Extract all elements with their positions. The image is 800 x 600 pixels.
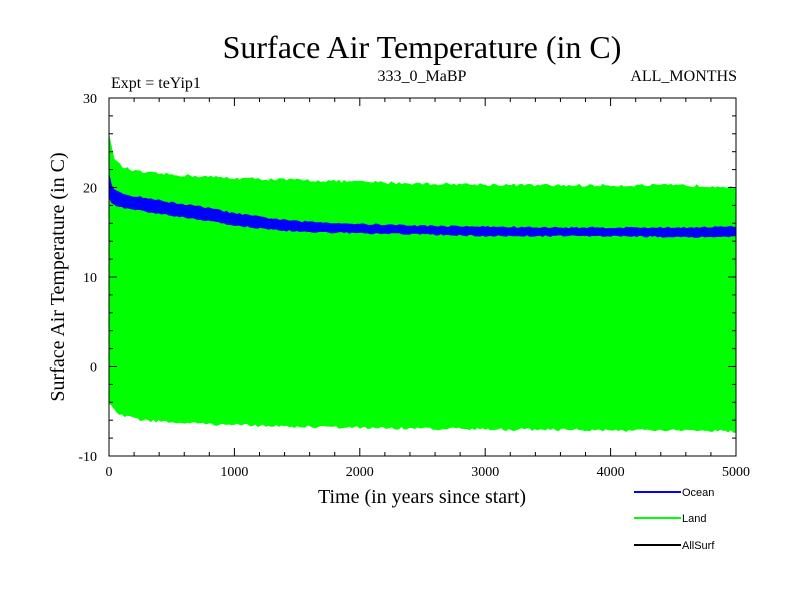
x-tick-label: 3000 — [471, 465, 499, 480]
y-tick-label: 10 — [83, 271, 97, 286]
y-tick-label: -10 — [78, 450, 97, 465]
chart-subtitle-right: ALL_MONTHS — [630, 68, 737, 85]
y-tick-label: 20 — [83, 182, 97, 197]
tick-label-layer: 0 1000 2000 3000 4000 5000 -10 0 10 20 30 — [78, 92, 750, 480]
series-band-land — [108, 135, 737, 433]
plot-frame — [108, 97, 737, 457]
y-axis-label: Surface Air Temperature (in C) — [47, 152, 69, 401]
legend-label-ocean: Ocean — [682, 487, 714, 499]
y-tick-label: 0 — [90, 361, 97, 376]
x-tick-label: 0 — [106, 465, 113, 480]
series-layer — [108, 135, 737, 433]
x-axis-label: Time (in years since start) — [318, 486, 526, 508]
chart-subtitle-left: Expt = teYip1 — [111, 75, 201, 92]
x-tick-label: 5000 — [722, 465, 750, 480]
chart-subtitle-center: 333_0_MaBP — [378, 68, 467, 85]
x-tick-label: 2000 — [346, 465, 374, 480]
chart-title: Surface Air Temperature (in C) — [223, 29, 622, 65]
legend: Ocean Land AllSurf — [634, 487, 715, 552]
y-tick-label: 30 — [83, 92, 97, 107]
x-tick-label: 4000 — [597, 465, 625, 480]
legend-label-allsurf: AllSurf — [682, 540, 715, 552]
x-tick-label: 1000 — [220, 465, 248, 480]
legend-label-land: Land — [682, 513, 706, 525]
